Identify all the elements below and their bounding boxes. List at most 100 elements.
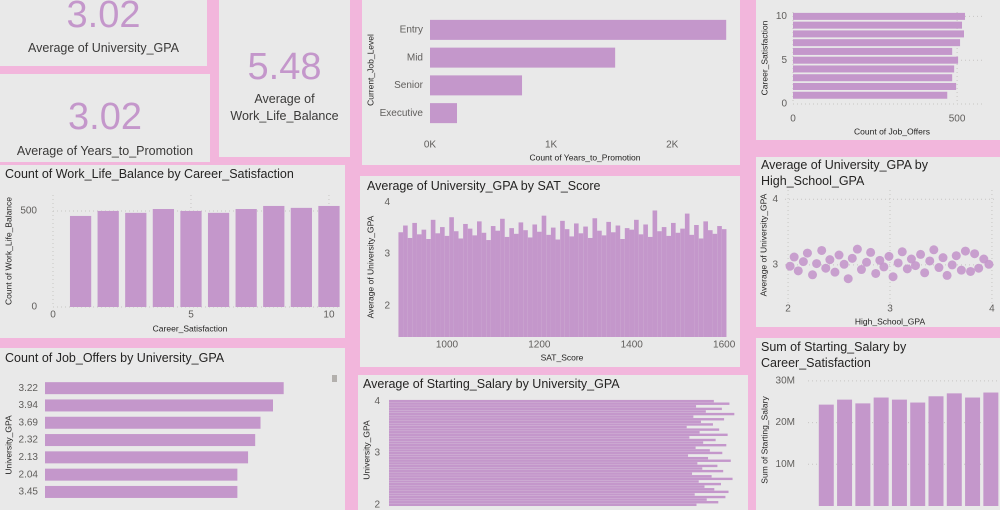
chart-panel: [756, 157, 1000, 327]
bar: [486, 240, 491, 337]
point: [808, 270, 818, 280]
point: [789, 252, 799, 262]
y-tick-label: 0: [781, 99, 787, 110]
bar: [583, 226, 588, 337]
bar: [532, 224, 538, 337]
x-axis-label: SAT_Score: [541, 352, 584, 362]
bar: [680, 228, 685, 337]
bar: [389, 441, 704, 444]
point: [942, 270, 952, 280]
bar: [398, 232, 404, 337]
x-tick-label: 0: [790, 114, 796, 125]
bar: [416, 234, 422, 337]
y-axis-label: Average of University_GPA: [365, 215, 375, 318]
point: [966, 266, 976, 276]
card-value: 3.02: [68, 96, 142, 138]
bar: [564, 229, 570, 337]
bar: [458, 238, 464, 337]
bar: [472, 235, 477, 337]
bar: [467, 228, 473, 337]
bar: [560, 220, 565, 337]
bar: [793, 47, 953, 55]
point: [956, 265, 966, 275]
x-axis-label: High_School_GPA: [855, 316, 926, 326]
bar: [403, 225, 408, 337]
card-label: Average of Work_Life_Balance: [230, 92, 339, 123]
bar: [703, 221, 708, 337]
bar: [389, 485, 705, 488]
bar: [717, 226, 722, 337]
bar: [638, 234, 644, 337]
point: [856, 265, 866, 275]
bar: [45, 416, 261, 429]
point: [947, 260, 957, 270]
bar: [389, 467, 703, 470]
bar: [180, 210, 202, 307]
card: [219, 0, 350, 157]
x-tick-label: 500: [949, 114, 966, 125]
card-value: 5.48: [247, 46, 322, 88]
y-axis-label: Current_Job_Level: [365, 34, 375, 106]
bar: [152, 209, 175, 307]
y-axis-label: Career_Satisfaction: [759, 20, 769, 95]
bar: [463, 223, 468, 337]
point: [852, 244, 862, 254]
bar: [793, 30, 964, 38]
chart-title: Average of University_GPA by High_School…: [761, 158, 928, 188]
bar: [449, 217, 454, 337]
bar: [235, 209, 257, 307]
bar: [430, 75, 523, 96]
x-tick-label: 4: [989, 304, 995, 315]
point: [925, 256, 935, 266]
bar: [45, 451, 249, 464]
point: [910, 261, 920, 271]
bar: [793, 74, 953, 82]
y-tick-label: 2.32: [19, 435, 39, 446]
point: [843, 274, 853, 284]
bar: [430, 103, 458, 124]
bar: [389, 438, 716, 442]
bar: [606, 221, 611, 337]
point: [825, 255, 835, 265]
bar: [928, 396, 944, 506]
bar: [389, 436, 690, 439]
scrollbar[interactable]: [332, 375, 337, 382]
bar: [389, 498, 707, 501]
y-tick-label: Executive: [380, 108, 424, 119]
bar: [389, 482, 721, 486]
bar: [523, 230, 528, 337]
card-label: Average of Years_to_Promotion: [16, 143, 194, 158]
bar: [389, 454, 689, 457]
y-axis-label: University_GPA: [361, 420, 371, 480]
bar: [946, 393, 962, 506]
chart-title: Average of Starting_Salary by University…: [363, 377, 620, 391]
bar: [430, 47, 616, 68]
bar: [698, 238, 704, 337]
bar: [389, 495, 726, 499]
y-tick-label: 0: [31, 302, 37, 313]
y-tick-label: 3: [374, 448, 380, 459]
bar: [601, 235, 607, 337]
point: [817, 245, 827, 255]
bar: [389, 464, 718, 468]
point: [793, 266, 803, 276]
y-tick-label: 3.22: [19, 383, 39, 394]
bar: [389, 412, 735, 416]
bar: [207, 212, 230, 307]
x-tick-label: 2: [785, 304, 791, 315]
bar: [509, 228, 514, 337]
y-tick-label: 500: [20, 206, 37, 217]
bar: [290, 207, 312, 307]
point: [970, 249, 980, 259]
bar: [389, 418, 725, 421]
bar: [412, 222, 417, 337]
y-tick-label: Senior: [394, 80, 424, 91]
bar: [389, 428, 720, 431]
bar: [389, 503, 697, 507]
bar: [45, 399, 273, 412]
bar: [481, 232, 487, 337]
y-tick-label: 4: [374, 396, 380, 407]
bar: [910, 402, 926, 506]
